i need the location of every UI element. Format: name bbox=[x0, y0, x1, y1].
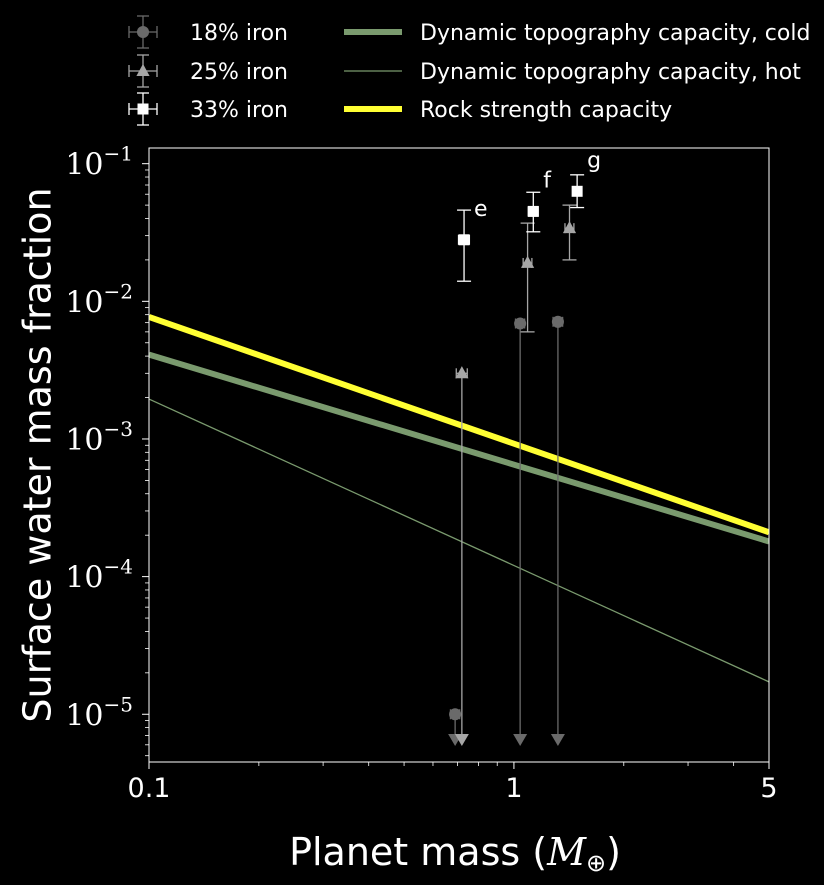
series-1-point-0-upper-limit-arrow bbox=[454, 734, 469, 746]
y-tick-label-4: 10−5 bbox=[65, 692, 133, 733]
legend-line-label-2: Rock strength capacity bbox=[420, 98, 672, 123]
legend-marker-1 bbox=[136, 63, 150, 76]
series-0-point-2-marker bbox=[551, 315, 564, 328]
x-axis-label-symbol: M bbox=[546, 830, 587, 874]
series-0-point-1-marker bbox=[514, 317, 527, 330]
legend-label-2: 33% iron bbox=[190, 98, 288, 123]
legend-entry-0: 18% iron bbox=[128, 15, 288, 49]
y-tick-label-1: 10−2 bbox=[65, 279, 133, 320]
series-line-1 bbox=[149, 398, 769, 683]
series-line-0 bbox=[149, 351, 769, 545]
series-0-point-2-upper-limit-arrow bbox=[550, 734, 565, 746]
plot-lines bbox=[149, 314, 769, 683]
series-2-point-1-marker bbox=[527, 205, 539, 217]
legend-label-0: 18% iron bbox=[190, 21, 288, 46]
y-tick-label-2: 10−3 bbox=[65, 417, 133, 458]
series-2-point-2-marker bbox=[571, 185, 583, 197]
y-tick-label-3: 10−4 bbox=[65, 555, 133, 596]
x-axis-label-subscript: ⊕ bbox=[586, 849, 606, 877]
y-axis-ticks: 10−1 10−2 10−3 10−4 10−5 bbox=[65, 142, 149, 757]
x-tick-label-0: 0.1 bbox=[128, 773, 171, 804]
legend-line-label-1: Dynamic topography capacity, hot bbox=[420, 60, 801, 85]
x-axis-ticks: 0.1 1 5 bbox=[128, 762, 778, 804]
plot-frame bbox=[148, 147, 770, 763]
series-1-point-1-marker bbox=[520, 255, 535, 268]
legend-line-entry-1: Dynamic topography capacity, hot bbox=[344, 60, 801, 85]
plot-points: e f g bbox=[448, 148, 601, 746]
point-label-e: e bbox=[474, 197, 488, 222]
legend-label-1: 25% iron bbox=[190, 60, 288, 85]
x-axis-label-close: ) bbox=[606, 830, 621, 874]
series-1-point-2-marker bbox=[562, 221, 577, 234]
x-axis-label-text: Planet mass ( bbox=[289, 830, 547, 874]
legend-line-entry-0: Dynamic topography capacity, cold bbox=[344, 21, 810, 46]
x-tick-label-2: 5 bbox=[760, 773, 777, 804]
legend-marker-0 bbox=[136, 25, 150, 39]
legend-line-entry-2: Rock strength capacity bbox=[344, 98, 672, 123]
series-0-point-1-upper-limit-arrow bbox=[513, 734, 528, 746]
y-axis-label: Surface water mass fraction bbox=[16, 187, 60, 722]
legend: 18% iron 25% iron 33% iron Dynamic topograp… bbox=[128, 15, 810, 126]
legend-entry-2: 33% iron bbox=[128, 92, 288, 126]
point-label-g: g bbox=[587, 148, 601, 173]
point-label-f: f bbox=[543, 168, 552, 193]
series-line-2 bbox=[149, 314, 769, 536]
series-0-point-0-marker bbox=[449, 708, 462, 721]
x-axis-label: Planet mass (M⊕) bbox=[289, 830, 621, 877]
legend-line-label-0: Dynamic topography capacity, cold bbox=[420, 21, 810, 46]
x-tick-label-1: 1 bbox=[505, 773, 522, 804]
series-1-point-0-marker bbox=[455, 366, 469, 379]
legend-marker-2 bbox=[137, 103, 149, 115]
y-tick-label-0: 10−1 bbox=[65, 142, 133, 183]
legend-entry-1: 25% iron bbox=[128, 54, 288, 88]
series-2-point-0-marker bbox=[458, 234, 470, 246]
